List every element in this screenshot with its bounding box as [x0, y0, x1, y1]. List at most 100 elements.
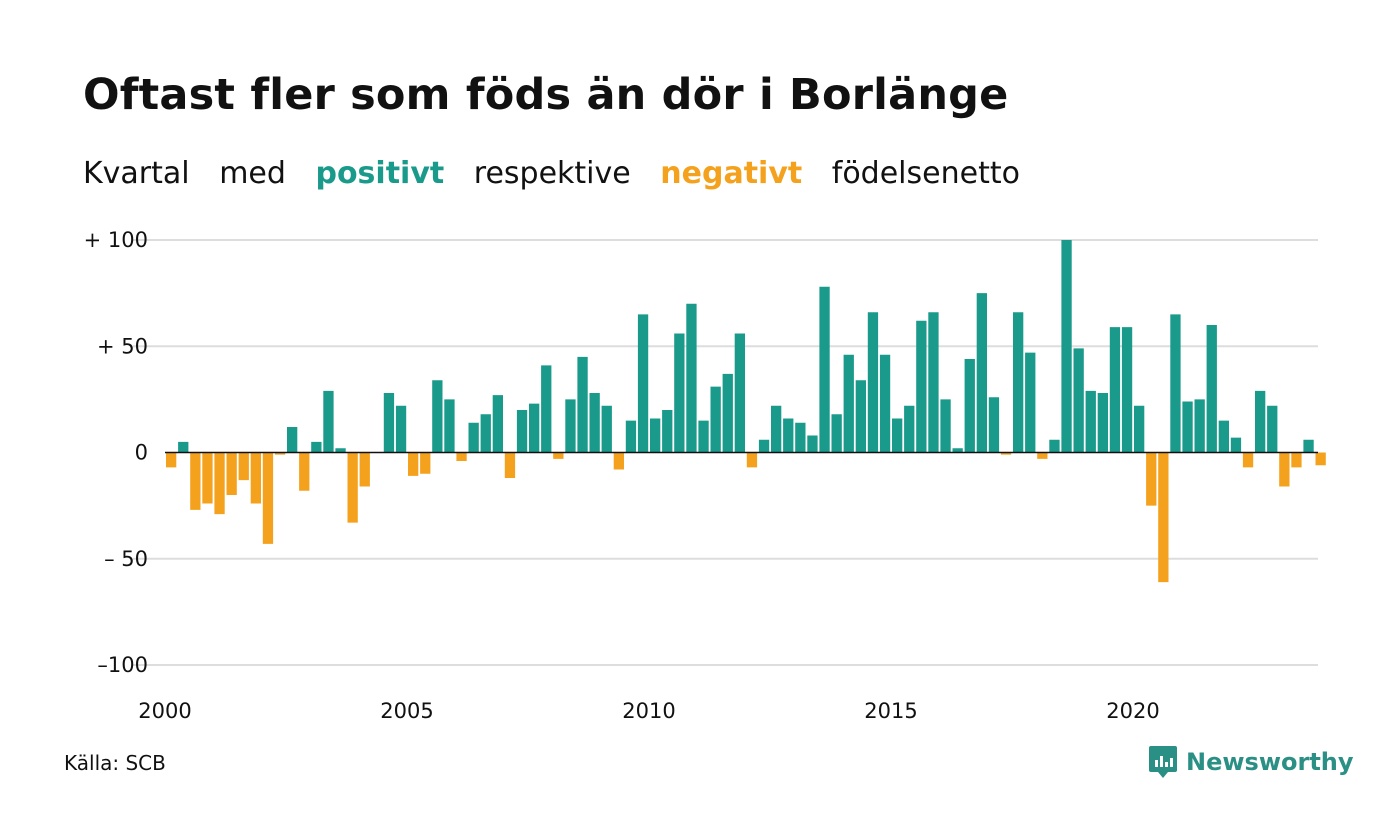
bar-negative [613, 452, 624, 470]
bar-positive [650, 418, 661, 453]
bar-positive [395, 405, 407, 453]
bar-negative [420, 452, 431, 474]
subtitle-positive-label: positivt [315, 156, 445, 191]
bar-positive [1061, 240, 1072, 453]
bar-positive [1255, 390, 1266, 453]
bar-positive [601, 405, 612, 453]
bar-positive [1073, 348, 1084, 453]
bar-negative [214, 452, 225, 515]
bar-positive [1194, 399, 1205, 453]
bar-positive [541, 365, 552, 453]
bar-negative [238, 452, 249, 481]
bar-positive [1267, 405, 1278, 453]
bar-positive [964, 359, 975, 453]
y-tick-label: 0 [135, 441, 148, 465]
bar-positive [867, 312, 879, 453]
bar-negative [190, 452, 201, 510]
x-tick-label: 2000 [138, 699, 191, 723]
x-tick-label: 2010 [622, 699, 675, 723]
bar-positive [698, 420, 709, 453]
bar-positive [444, 399, 455, 453]
bar-positive [879, 354, 891, 453]
bar-negative [1037, 452, 1048, 459]
subtitle-word-med: med [219, 156, 286, 191]
bar-negative [202, 452, 213, 504]
bar-negative [347, 452, 358, 523]
bar-positive [916, 320, 927, 453]
subtitle-word-respektive: respektive [473, 156, 631, 191]
bar-positive [710, 386, 721, 453]
subtitle-word-kvartal: Kvartal [83, 156, 190, 191]
bar-negative [456, 452, 467, 461]
source-note: Källa: SCB [64, 751, 166, 775]
bar-positive [1025, 352, 1036, 453]
bar-negative [504, 452, 516, 478]
brand-name: Newsworthy [1186, 748, 1354, 776]
chart-subtitle: Kvartal med positivt respektive negativt… [83, 156, 1040, 191]
bar-negative [1291, 452, 1302, 468]
bar-positive [1170, 314, 1181, 453]
bar-positive [1134, 405, 1145, 453]
bar-positive [480, 414, 491, 453]
bar-positive [287, 427, 298, 453]
bar-positive [1218, 420, 1229, 453]
bar-positive [904, 405, 915, 453]
bar-positive [178, 441, 189, 453]
bar-positive [589, 393, 600, 453]
bar-positive [625, 420, 637, 453]
bar-positive [1206, 325, 1217, 453]
brand-logo: Newsworthy [1148, 744, 1354, 780]
bar-positive [819, 286, 830, 453]
bar-negative [166, 452, 177, 468]
bar-positive [988, 397, 1000, 453]
bar-positive [795, 422, 806, 453]
bar-positive [771, 405, 782, 453]
bar-positive [807, 435, 818, 453]
bar-negative [1279, 452, 1290, 487]
bar-positive [855, 380, 866, 453]
bar-positive [432, 380, 443, 453]
subtitle-word-fodelsenetto: födelsenetto [831, 156, 1020, 191]
bar-negative [1158, 452, 1169, 583]
x-tick-label: 2005 [380, 699, 433, 723]
bar-positive [843, 354, 854, 453]
x-tick-label: 2020 [1106, 699, 1159, 723]
bar-negative [250, 452, 261, 504]
bar-positive [577, 356, 588, 453]
bar-positive [1230, 437, 1242, 453]
bar-positive [468, 422, 479, 453]
bar-positive [1109, 327, 1121, 453]
bar-positive [892, 418, 903, 453]
y-tick-label: + 100 [84, 228, 148, 252]
bar-positive [637, 314, 649, 453]
bar-negative [262, 452, 274, 544]
bar-positive [831, 414, 842, 453]
bar-positive [492, 395, 503, 453]
bar-negative [1146, 452, 1157, 506]
bar-positive [1049, 439, 1060, 453]
bar-positive [335, 448, 346, 453]
bar-positive [722, 373, 733, 453]
y-tick-label: – 50 [104, 547, 148, 571]
bar-positive [383, 393, 395, 453]
bar-negative [1000, 452, 1012, 455]
bar-positive [1303, 439, 1314, 453]
bar-negative [553, 452, 564, 459]
bar-positive [758, 439, 770, 453]
bar-positive [1121, 327, 1133, 453]
bar-positive [1097, 393, 1108, 453]
bar-positive [529, 403, 540, 453]
subtitle-negative-label: negativt [660, 156, 803, 191]
bar-positive [311, 441, 322, 453]
bar-positive [928, 312, 939, 453]
bar-positive [516, 410, 528, 453]
y-tick-label: –100 [97, 653, 148, 677]
bar-negative [274, 452, 286, 455]
y-tick-label: + 50 [97, 334, 148, 358]
bar-negative [359, 452, 370, 487]
bar-positive [686, 303, 697, 453]
bar-positive [783, 418, 794, 453]
x-tick-label: 2015 [864, 699, 917, 723]
bar-positive [1085, 390, 1096, 453]
